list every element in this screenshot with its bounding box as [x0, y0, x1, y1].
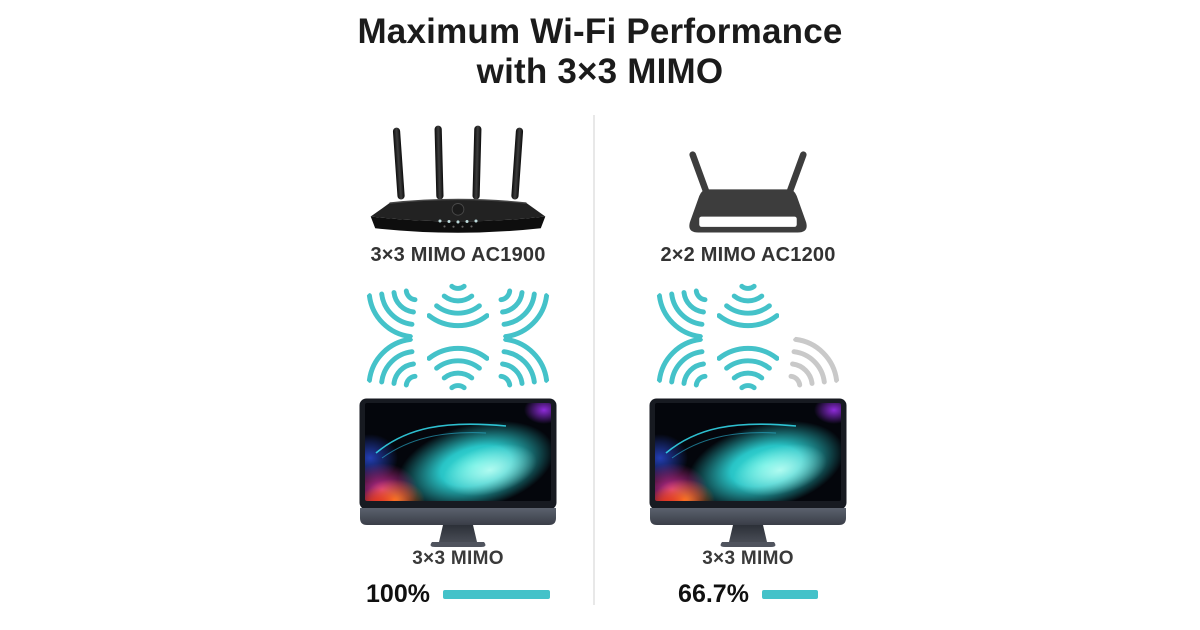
page-title: Maximum Wi-Fi Performance with 3×3 MIMO — [0, 12, 1200, 92]
monitor-image-wrap — [648, 398, 848, 548]
performance-bar — [761, 590, 818, 599]
performance-value: 66.7% — [678, 580, 749, 608]
performance-bar — [442, 590, 550, 599]
panel-3x3-mimo: 3×3 MIMO AC1900 3×3 MIMO 100% — [338, 108, 578, 620]
imac-monitor-icon — [648, 398, 848, 548]
wifi-wave-icon — [476, 322, 564, 410]
performance-row: 100% — [338, 580, 578, 609]
vertical-divider — [593, 115, 595, 605]
router-image-wrap — [338, 108, 578, 242]
router-image-wrap — [628, 108, 868, 242]
monitor-label: 3×3 MIMO — [412, 548, 504, 569]
imac-monitor-icon — [358, 398, 558, 548]
performance-row: 66.7% — [628, 580, 868, 609]
wifi-wave-icon — [717, 276, 779, 338]
title-line-1: Maximum Wi-Fi Performance — [357, 12, 843, 51]
title-line-2: with 3×3 MIMO — [476, 52, 724, 91]
monitor-image-wrap — [358, 398, 558, 548]
performance-value: 100% — [366, 580, 430, 608]
monitor-label: 3×3 MIMO — [702, 548, 794, 569]
two-antenna-router-icon — [673, 148, 823, 242]
wifi-waves-group — [638, 276, 858, 400]
panel-2x2-mimo: 2×2 MIMO AC1200 3×3 MIMO 66.7% — [628, 108, 868, 620]
wifi-waves-group — [348, 276, 568, 400]
wifi-wave-icon — [766, 322, 854, 410]
four-antenna-router-icon — [368, 120, 548, 242]
router-label: 3×3 MIMO AC1900 — [370, 244, 546, 266]
router-label: 2×2 MIMO AC1200 — [660, 244, 836, 266]
